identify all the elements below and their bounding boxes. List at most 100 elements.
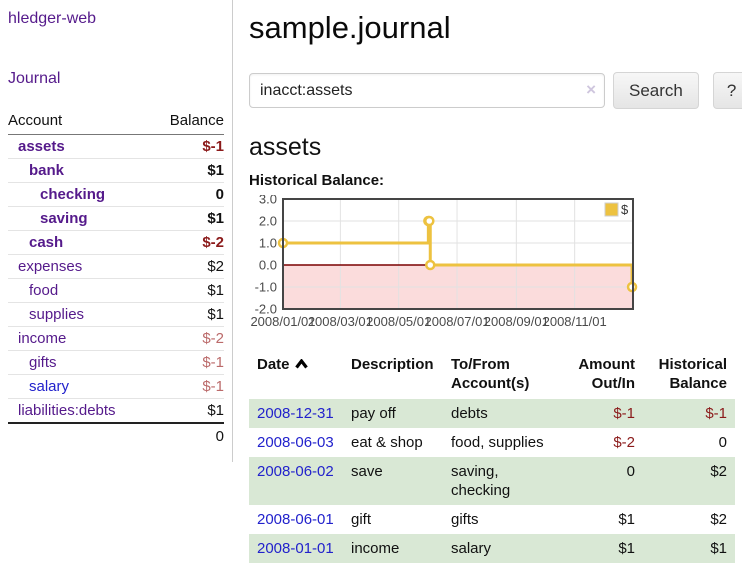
account-balance: $1 bbox=[151, 278, 224, 303]
search-input-wrap: × bbox=[249, 73, 605, 108]
account-balance: $1 bbox=[151, 302, 224, 327]
legend-swatch bbox=[604, 202, 619, 217]
account-row: bank $1 bbox=[8, 158, 224, 183]
search-form: × Search ? bbox=[249, 72, 742, 109]
chart-title: Historical Balance: bbox=[249, 172, 385, 189]
transactions-header-amount: Amount Out/In bbox=[578, 356, 635, 392]
account-link[interactable]: liabilities:debts bbox=[18, 402, 116, 419]
historical-balance-chart: -2.0 -1.0 0.0 1.0 2.0 3.0 2008/01/012008/03/01… bbox=[250, 195, 638, 329]
account-balance: $2 bbox=[151, 254, 224, 279]
transaction-accounts: food, supplies bbox=[451, 434, 544, 451]
transaction-amount: $-2 bbox=[613, 434, 635, 451]
main-content: sample.journal × Search ? assets Histori… bbox=[233, 0, 742, 563]
transactions-header-row: Date Description To/From Account(s) Amou… bbox=[249, 353, 735, 399]
account-row: saving $1 bbox=[8, 206, 224, 231]
svg-text:0.0: 0.0 bbox=[259, 258, 277, 273]
transaction-accounts: salary bbox=[451, 540, 492, 557]
x-tick-label: 2008/01/01 bbox=[250, 314, 315, 329]
sort-ascending-icon bbox=[294, 358, 308, 369]
transaction-amount: $-1 bbox=[613, 405, 635, 422]
transactions-table: Date Description To/From Account(s) Amou… bbox=[249, 353, 735, 563]
transaction-accounts: gifts bbox=[451, 511, 479, 528]
account-link[interactable]: assets bbox=[18, 138, 65, 155]
transaction-description: eat & shop bbox=[351, 434, 423, 451]
sidebar-item-journal[interactable]: Journal bbox=[8, 70, 61, 87]
account-link[interactable]: bank bbox=[29, 162, 65, 179]
x-tick-label: 2008/05/01 bbox=[366, 314, 431, 329]
account-row: checking 0 bbox=[8, 182, 224, 207]
account-balance: $-2 bbox=[151, 230, 224, 255]
account-link[interactable]: checking bbox=[40, 186, 106, 203]
transaction-description: save bbox=[351, 463, 383, 480]
chart-border bbox=[282, 198, 634, 310]
account-balance: $1 bbox=[151, 206, 224, 231]
transaction-row: 2008-01-01 income salary $1 $1 bbox=[249, 534, 735, 563]
transaction-date-link[interactable]: 2008-01-01 bbox=[257, 540, 334, 557]
account-row: liabilities:debts $1 bbox=[8, 398, 224, 424]
svg-text:-1.0: -1.0 bbox=[255, 280, 277, 295]
app-title-link[interactable]: hledger-web bbox=[8, 10, 97, 27]
svg-text:-2.0: -2.0 bbox=[255, 302, 277, 317]
transactions-header-description: Description bbox=[351, 356, 434, 373]
accounts-table-body: assets $-1 bank $1 checking 0 saving $1 … bbox=[8, 134, 224, 424]
transaction-amount: 0 bbox=[626, 463, 635, 480]
account-link[interactable]: gifts bbox=[29, 354, 57, 371]
transaction-description: income bbox=[351, 540, 400, 557]
transaction-date-link[interactable]: 2008-06-02 bbox=[257, 463, 334, 480]
accounts-total-spacer bbox=[8, 422, 152, 448]
account-link[interactable]: saving bbox=[40, 210, 88, 227]
account-balance: $-1 bbox=[151, 350, 224, 375]
account-row: food $1 bbox=[8, 278, 224, 303]
sort-by-date-link[interactable]: Date bbox=[257, 356, 290, 373]
chart-data-point bbox=[424, 215, 435, 227]
account-balance: $-1 bbox=[151, 374, 224, 399]
sidebar-nav: Journal bbox=[8, 70, 224, 88]
transaction-row: 2008-06-03 eat & shop food, supplies $-2… bbox=[249, 428, 735, 457]
transaction-balance: $1 bbox=[710, 540, 727, 557]
transaction-accounts: debts bbox=[451, 405, 488, 422]
accounts-table-header: Account Balance bbox=[8, 110, 224, 135]
account-link[interactable]: food bbox=[29, 282, 59, 299]
transaction-accounts: saving, checking bbox=[451, 463, 511, 499]
account-row: salary $-1 bbox=[8, 374, 224, 399]
app-title: hledger-web bbox=[8, 10, 224, 28]
x-tick-label: 2008/07/01 bbox=[425, 314, 490, 329]
chart-data-point bbox=[425, 259, 436, 271]
account-link[interactable]: salary bbox=[29, 378, 70, 395]
transaction-date-link[interactable]: 2008-12-31 bbox=[257, 405, 334, 422]
transaction-balance: $2 bbox=[710, 463, 727, 480]
accounts-header-account: Account bbox=[8, 110, 152, 135]
account-link[interactable]: supplies bbox=[29, 306, 85, 323]
x-tick-label: 2008/03/01 bbox=[308, 314, 373, 329]
transaction-row: 2008-12-31 pay off debts $-1 $-1 bbox=[249, 399, 735, 428]
svg-text:2.0: 2.0 bbox=[259, 214, 277, 229]
transaction-description: gift bbox=[351, 511, 372, 528]
account-link[interactable]: income bbox=[18, 330, 67, 347]
legend-label: $ bbox=[621, 202, 629, 217]
transaction-amount: $1 bbox=[618, 540, 635, 557]
transactions-header-accounts: To/From Account(s) bbox=[451, 356, 530, 392]
accounts-total-row: 0 bbox=[8, 422, 224, 448]
accounts-header-balance: Balance bbox=[151, 110, 224, 135]
search-button[interactable]: Search bbox=[613, 72, 699, 109]
transaction-row: 2008-06-02 save saving, checking 0 $2 bbox=[249, 457, 735, 505]
accounts-total-balance: 0 bbox=[151, 422, 224, 448]
transactions-table-body: 2008-12-31 pay off debts $-1 $-1 2008-06… bbox=[249, 399, 735, 563]
page-title: sample.journal bbox=[249, 10, 451, 45]
search-input[interactable] bbox=[249, 73, 605, 108]
help-button[interactable]: ? bbox=[712, 72, 742, 109]
transaction-date-link[interactable]: 2008-06-01 bbox=[257, 511, 334, 528]
sidebar: hledger-web Journal Account Balance asse… bbox=[0, 0, 233, 462]
x-tick-label: 2008/11/01 bbox=[543, 314, 607, 329]
account-row: expenses $2 bbox=[8, 254, 224, 279]
account-link[interactable]: expenses bbox=[18, 258, 83, 275]
transactions-header-date[interactable]: Date bbox=[249, 353, 343, 399]
account-heading: assets bbox=[249, 133, 322, 161]
account-balance: $1 bbox=[151, 398, 224, 424]
account-link[interactable]: cash bbox=[29, 234, 64, 251]
clear-search-icon[interactable]: × bbox=[586, 80, 596, 99]
account-balance: $1 bbox=[151, 158, 224, 183]
account-balance: $-2 bbox=[151, 326, 224, 351]
transaction-amount: $1 bbox=[618, 511, 635, 528]
transaction-date-link[interactable]: 2008-06-03 bbox=[257, 434, 334, 451]
